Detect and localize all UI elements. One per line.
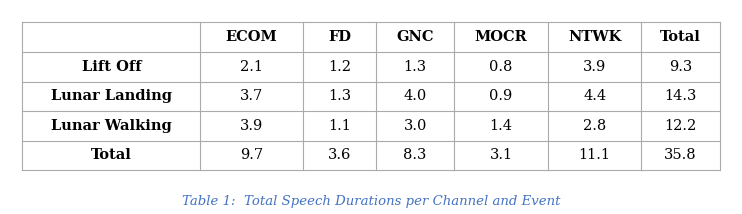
Text: Total: Total [91,148,132,162]
Text: 3.0: 3.0 [404,119,427,133]
Text: 4.4: 4.4 [583,89,606,103]
Text: 3.9: 3.9 [240,119,263,133]
Text: NTWK: NTWK [568,30,621,44]
Text: 2.8: 2.8 [583,119,606,133]
Text: ECOM: ECOM [226,30,278,44]
Text: 1.4: 1.4 [490,119,513,133]
Text: 14.3: 14.3 [664,89,697,103]
Text: 12.2: 12.2 [664,119,697,133]
Text: 3.7: 3.7 [240,89,263,103]
Text: Table 1:  Total Speech Durations per Channel and Event: Table 1: Total Speech Durations per Chan… [182,195,560,208]
Text: 9.3: 9.3 [669,60,692,74]
Text: Lift Off: Lift Off [82,60,141,74]
Text: 4.0: 4.0 [404,89,427,103]
Text: 1.3: 1.3 [404,60,427,74]
Text: 8.3: 8.3 [404,148,427,162]
Text: 11.1: 11.1 [579,148,611,162]
Text: 2.1: 2.1 [240,60,263,74]
Text: Lunar Landing: Lunar Landing [51,89,172,103]
Text: 35.8: 35.8 [664,148,697,162]
Text: 1.1: 1.1 [328,119,351,133]
Text: 0.9: 0.9 [490,89,513,103]
Text: FD: FD [328,30,351,44]
Text: 1.2: 1.2 [328,60,351,74]
Text: 3.9: 3.9 [583,60,606,74]
Text: GNC: GNC [396,30,434,44]
Text: 1.3: 1.3 [328,89,351,103]
Text: 3.1: 3.1 [490,148,513,162]
Text: MOCR: MOCR [475,30,528,44]
Text: 9.7: 9.7 [240,148,263,162]
Text: Total: Total [660,30,701,44]
Text: 3.6: 3.6 [328,148,351,162]
Text: 0.8: 0.8 [490,60,513,74]
Text: Lunar Walking: Lunar Walking [51,119,171,133]
